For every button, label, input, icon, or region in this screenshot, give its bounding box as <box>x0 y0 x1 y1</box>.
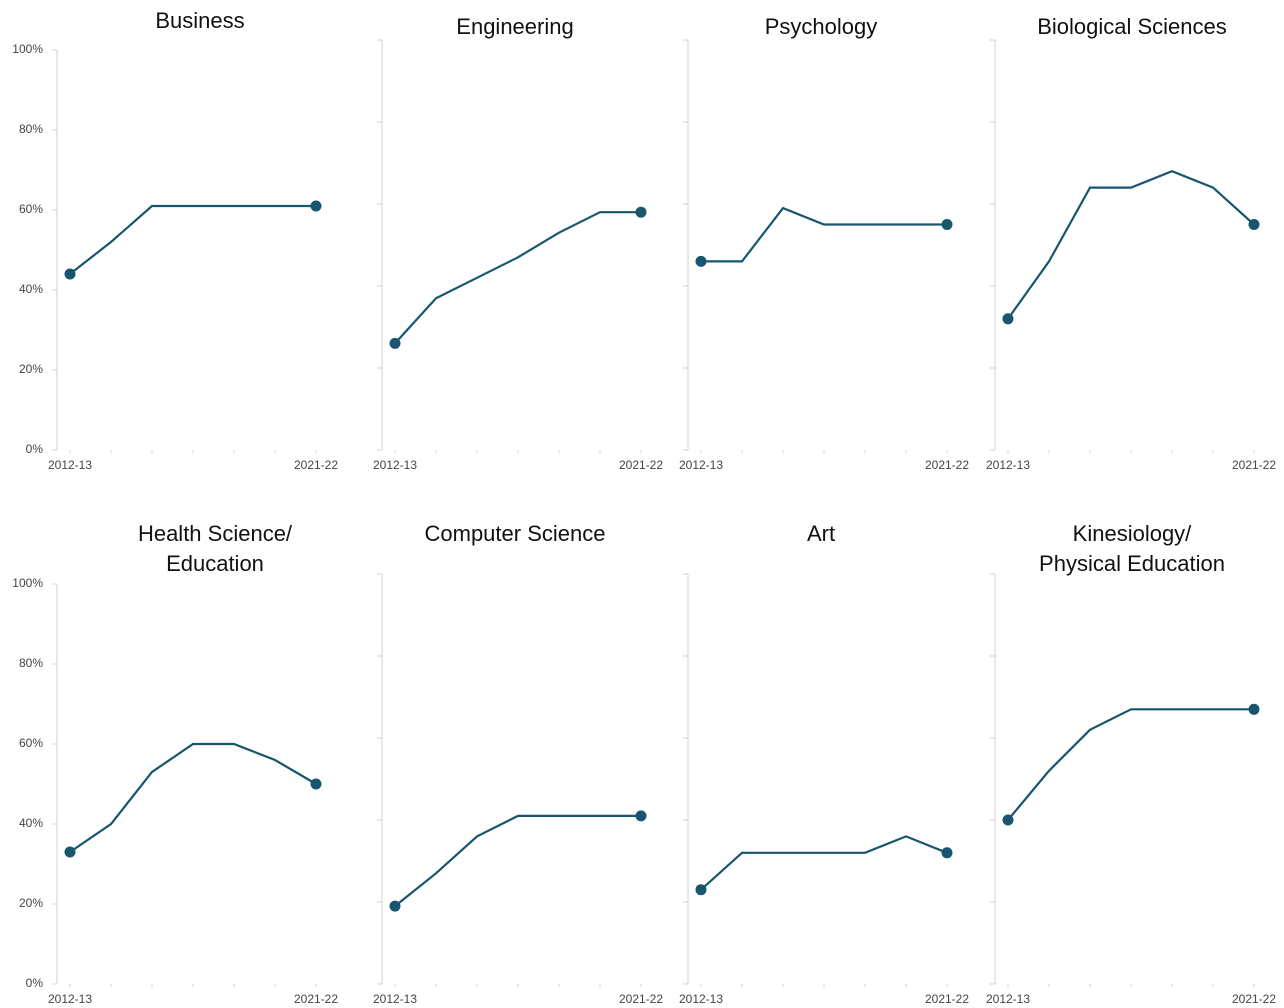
end-dot <box>1002 313 1014 325</box>
x-tick-label: 2012-13 <box>373 458 417 472</box>
end-dot <box>389 337 401 349</box>
x-tick-label: 2021-22 <box>1232 992 1276 1006</box>
series-line <box>69 742 317 853</box>
panel-title: Engineering <box>456 14 573 39</box>
panel-title: Business <box>155 8 244 33</box>
series-line <box>700 835 948 891</box>
end-dot <box>1248 703 1260 715</box>
y-tick-label: 20% <box>19 896 43 910</box>
y-tick-label: 60% <box>19 736 43 750</box>
end-dot <box>1248 219 1260 230</box>
end-dot <box>389 900 401 912</box>
end-dot <box>64 846 76 858</box>
x-tick-label: 2012-13 <box>679 458 723 472</box>
x-tick-label: 2012-13 <box>679 992 723 1006</box>
x-tick-label: 2012-13 <box>48 458 92 472</box>
y-tick-label: 40% <box>19 816 43 830</box>
series-line <box>701 206 947 263</box>
y-tick-label: 100% <box>12 576 43 590</box>
series-line <box>1007 170 1255 320</box>
end-dot <box>695 884 707 896</box>
y-tick-label: 100% <box>12 42 43 56</box>
panel-title: Education <box>166 551 264 576</box>
panel-title: Health Science/ <box>138 521 293 546</box>
x-tick-label: 2021-22 <box>925 992 969 1006</box>
y-tick-label: 80% <box>19 122 43 136</box>
end-dot <box>310 778 322 790</box>
series-line <box>1007 708 1254 821</box>
y-tick-label: 40% <box>19 282 43 296</box>
end-dot <box>941 847 953 859</box>
x-tick-label: 2012-13 <box>373 992 417 1006</box>
series-line <box>394 211 641 345</box>
x-tick-label: 2012-13 <box>986 458 1030 472</box>
x-tick-label: 2012-13 <box>986 992 1030 1006</box>
x-tick-label: 2021-22 <box>1232 458 1276 472</box>
end-dot <box>695 255 707 267</box>
panel-title: Biological Sciences <box>1037 14 1227 39</box>
x-tick-label: 2021-22 <box>619 458 663 472</box>
panel-title: Psychology <box>765 14 878 39</box>
x-tick-label: 2021-22 <box>925 458 969 472</box>
x-tick-label: 2021-22 <box>294 992 338 1006</box>
y-tick-label: 80% <box>19 656 43 670</box>
y-tick-label: 0% <box>26 976 44 990</box>
end-dot <box>635 810 647 822</box>
end-dot <box>310 200 322 212</box>
end-dot <box>941 219 953 230</box>
end-dot <box>635 206 647 218</box>
y-tick-label: 0% <box>26 442 44 456</box>
end-dot <box>1002 814 1014 826</box>
panel-title: Physical Education <box>1039 551 1225 576</box>
panel-title: Computer Science <box>425 521 606 546</box>
x-tick-label: 2012-13 <box>48 992 92 1006</box>
y-tick-label: 60% <box>19 202 43 216</box>
end-dot <box>64 268 76 280</box>
panel-title: Art <box>807 521 835 546</box>
series-line <box>69 204 316 275</box>
x-tick-label: 2021-22 <box>619 992 663 1006</box>
series-line <box>394 814 641 907</box>
x-tick-label: 2021-22 <box>294 458 338 472</box>
panel-title: Kinesiology/ <box>1073 521 1193 546</box>
y-tick-label: 20% <box>19 362 43 376</box>
